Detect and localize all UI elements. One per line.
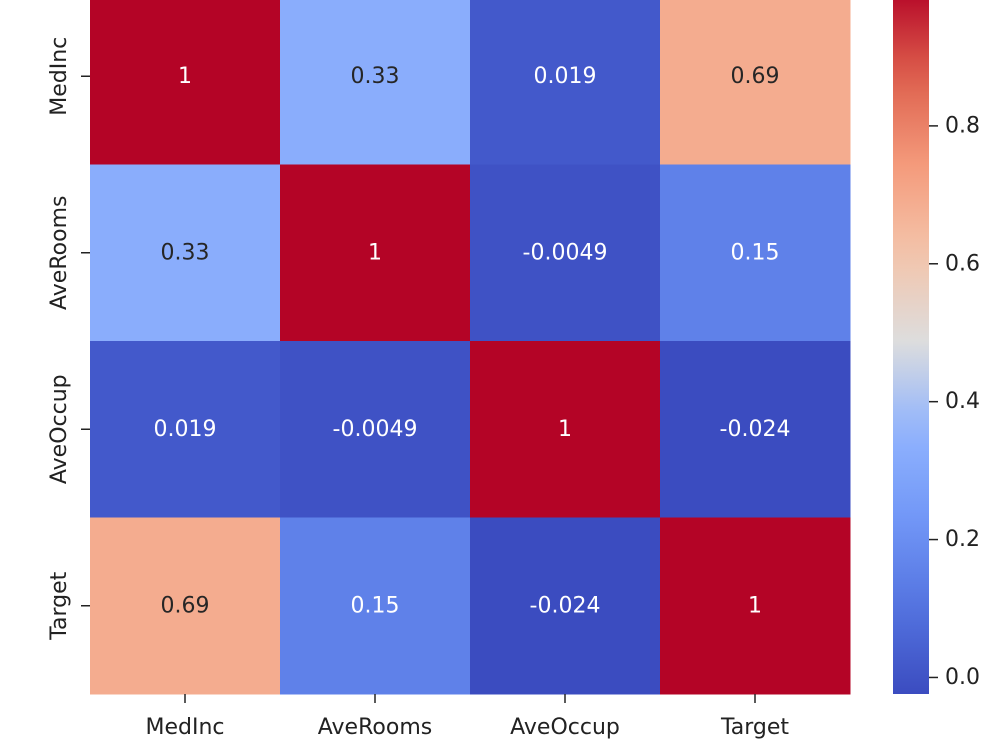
colorbar-tick-label: 1.0 [945, 0, 980, 1]
x-axis: MedInc AveRooms AveOccup Target [145, 694, 789, 740]
colorbar-gradient [893, 0, 929, 694]
y-tick-label: Target [47, 571, 72, 640]
x-tick-label: MedInc [145, 715, 224, 740]
cell-value-label: 0.69 [731, 64, 780, 89]
colorbar-tick-label: 0.0 [945, 665, 980, 690]
heatmap-cells [90, 0, 851, 695]
cell-value-label: 0.15 [731, 240, 780, 265]
cell-value-label: -0.0049 [333, 417, 418, 442]
y-tick-label: AveOccup [47, 374, 72, 484]
heatmap-cell [470, 341, 661, 518]
heatmap-cell [90, 0, 281, 165]
heatmap-cell [280, 341, 471, 518]
cell-value-label: 0.019 [534, 64, 597, 89]
heatmap-cell [470, 0, 661, 165]
cell-value-label: 0.69 [161, 593, 210, 618]
heatmap-cell [660, 0, 851, 165]
x-tick-label: AveOccup [510, 715, 620, 740]
y-axis: MedInc AveRooms AveOccup Target [47, 37, 90, 641]
cell-value-label: 0.33 [351, 64, 400, 89]
cell-value-label: 0.019 [154, 417, 217, 442]
heatmap-cell [660, 517, 851, 695]
colorbar-tick-label: 0.6 [945, 251, 980, 276]
cell-value-label: 1 [178, 64, 192, 89]
x-tick-label: AveRooms [318, 715, 432, 740]
heatmap-cell [90, 517, 281, 695]
heatmap-cell [90, 164, 281, 342]
colorbar-tick-label: 0.2 [945, 527, 980, 552]
heatmap-cell [660, 341, 851, 518]
heatmap-cell [90, 341, 281, 518]
heatmap-cell [660, 164, 851, 342]
cell-value-label: -0.0049 [523, 240, 608, 265]
heatmap-cell [470, 164, 661, 342]
cell-value-label: 0.15 [351, 593, 400, 618]
y-tick-label: MedInc [47, 37, 72, 116]
cell-value-label: 1 [558, 417, 572, 442]
heatmap-cell [280, 517, 471, 695]
cell-value-label: -0.024 [530, 593, 601, 618]
x-tick-label: Target [720, 715, 789, 740]
colorbar-tick-label: 0.4 [945, 389, 980, 414]
cell-value-label: 1 [748, 593, 762, 618]
cell-value-label: -0.024 [720, 417, 791, 442]
heatmap-annotations: 1 0.33 0.019 0.69 0.33 1 -0.0049 0.15 0.019 -0.00… [154, 64, 791, 619]
heatmap-cell [280, 164, 471, 342]
cell-value-label: 0.33 [161, 240, 210, 265]
colorbar: 0.0 0.2 0.4 0.6 0.8 1.0 [893, 0, 980, 694]
y-tick-label: AveRooms [47, 196, 72, 310]
cell-value-label: 1 [368, 240, 382, 265]
colorbar-tick-label: 0.8 [945, 113, 980, 138]
heatmap-cell [280, 0, 471, 165]
heatmap-cell [470, 517, 661, 695]
